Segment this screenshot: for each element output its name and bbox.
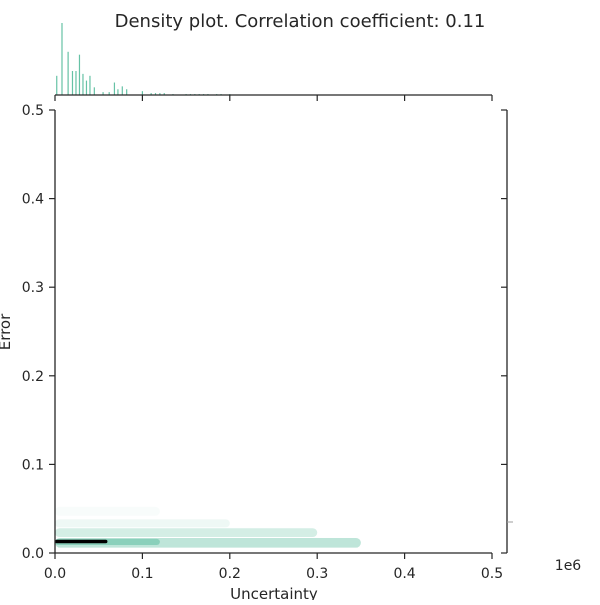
marginal-x-bar <box>159 93 161 95</box>
x-axis-offset-label: 1e6 <box>555 558 582 574</box>
marginal-x-bar <box>93 87 95 95</box>
x-tick-label: 0.2 <box>219 566 241 582</box>
y-axis-label: Error <box>0 313 14 350</box>
y-tick-label: 0.4 <box>22 192 44 208</box>
x-tick-label: 0.5 <box>481 566 503 582</box>
y-tick-label: 0.5 <box>22 103 44 119</box>
marginal-x-bar <box>141 91 143 95</box>
x-axis-label: Uncertainty <box>230 585 318 600</box>
marginal-x-bar <box>150 93 152 95</box>
x-tick-label: 0.0 <box>44 566 66 582</box>
chart-title: Density plot. Correlation coefficient: 0… <box>115 11 486 32</box>
marginal-x-bar <box>78 54 81 95</box>
marginal-x-bar <box>163 93 165 95</box>
marginal-x-bar <box>85 80 88 95</box>
x-tick-label: 0.3 <box>306 566 328 582</box>
marginal-x-bar <box>102 92 104 95</box>
marginal-x-bar <box>67 51 69 95</box>
marginal-x-bar <box>71 71 74 95</box>
marginal-x-bar <box>117 89 119 95</box>
y-tick-label: 0.2 <box>22 369 44 385</box>
marginal-x-bar <box>154 93 157 95</box>
marginal-x-bar <box>82 73 84 95</box>
y-tick-label: 0.1 <box>22 457 44 473</box>
density-band <box>55 519 230 528</box>
y-tick-label: 0.3 <box>22 280 44 296</box>
x-tick-label: 0.4 <box>393 566 415 582</box>
density-band <box>55 528 318 538</box>
density-band <box>55 539 108 544</box>
marginal-x-bar <box>108 92 110 95</box>
y-tick-label: 0.0 <box>22 546 44 562</box>
marginal-x-bar <box>89 75 91 95</box>
marginal-x-bar <box>113 82 116 95</box>
marginal-x-bar <box>121 86 123 95</box>
marginal-x-bar <box>75 71 77 95</box>
marginal-x-bar <box>126 89 128 95</box>
density-band <box>55 506 160 516</box>
x-tick-label: 0.1 <box>131 566 153 582</box>
marginal-x-bar <box>61 23 63 95</box>
marginal-x-bar <box>56 75 58 95</box>
